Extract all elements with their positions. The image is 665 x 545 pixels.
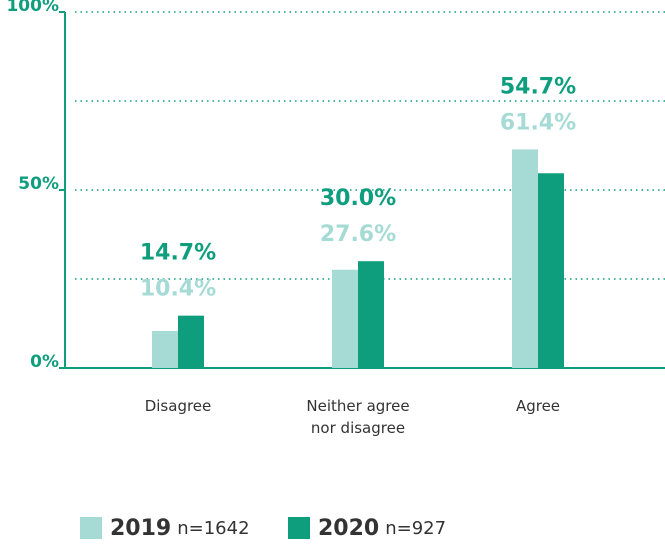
legend-entry: 2019 n=1642	[110, 516, 250, 541]
value-label: 27.6%	[320, 222, 396, 247]
legend-swatch	[288, 517, 310, 539]
x-tick-label: Disagree	[145, 397, 212, 415]
bar	[152, 330, 178, 368]
x-tick-line: Agree	[516, 397, 560, 415]
x-tick-label: Agree	[516, 397, 560, 415]
y-tick-label: 0%	[30, 352, 59, 372]
legend-sample: n=1642	[177, 518, 249, 539]
x-tick-line: nor disagree	[311, 419, 405, 437]
y-tick-label: 50%	[18, 174, 59, 194]
x-tick-line: Neither agree	[306, 397, 409, 415]
bar	[358, 261, 384, 368]
bar	[512, 149, 538, 368]
value-label: 61.4%	[500, 110, 576, 135]
value-label: 10.4%	[140, 277, 216, 302]
legend-name: 2019	[110, 516, 171, 541]
bar	[178, 315, 204, 368]
legend-swatch	[80, 517, 102, 539]
x-tick-label: Neither agree nor disagree	[306, 397, 409, 437]
bar	[538, 173, 564, 368]
value-label: 30.0%	[320, 186, 396, 211]
legend-entry: 2020 n=927	[318, 516, 446, 541]
value-label: 14.7%	[140, 241, 216, 266]
value-label: 54.7%	[500, 74, 576, 99]
legend-sample: n=927	[385, 518, 446, 539]
x-tick-line: Disagree	[145, 397, 212, 415]
y-tick-label: 100%	[6, 0, 59, 16]
legend-name: 2020	[318, 516, 379, 541]
bar	[332, 269, 358, 368]
